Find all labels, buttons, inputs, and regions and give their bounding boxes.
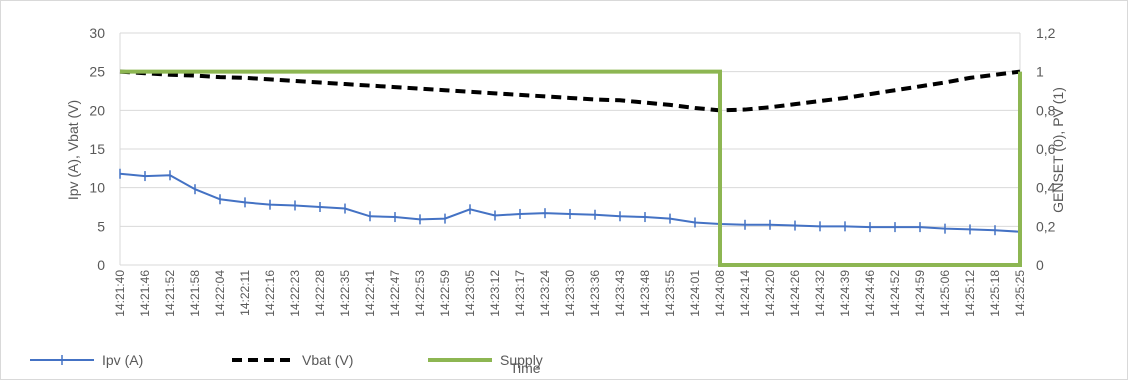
x-tick-label: 14:25:18 (988, 270, 1002, 317)
series-layer (119, 69, 1022, 267)
y-tick-label: 10 (89, 180, 105, 196)
x-tick-label: 14:24:08 (713, 270, 727, 317)
y2-tick-label: 0,4 (1036, 180, 1056, 196)
x-tick-label: 14:22:59 (438, 270, 452, 317)
x-tick-label: 14:25:12 (963, 270, 977, 317)
y2-axis-title: GENSET (0), PV (1) (1050, 87, 1066, 213)
x-tick-label: 14:25:06 (938, 270, 952, 317)
x-tick-label: 14:23:12 (488, 270, 502, 317)
x-tick-label: 14:23:55 (663, 270, 677, 317)
y-tick-label: 0 (97, 257, 105, 273)
x-tick-label: 14:25:25 (1013, 270, 1027, 317)
x-tick-label: 14:23:24 (538, 270, 552, 317)
x-tick-label: 14:22:28 (313, 270, 327, 317)
x-tick-label: 14:23:36 (588, 270, 602, 317)
y-axis-ticks: 0 5 10 15 20 25 30 (89, 25, 105, 273)
x-tick-label: 14:24:46 (863, 270, 877, 317)
legend: Ipv (A) Vbat (V) Supply (30, 352, 543, 368)
legend-item: Ipv (A) (30, 352, 143, 368)
series-line (120, 69, 1022, 267)
x-tick-label: 14:23:48 (638, 270, 652, 317)
x-tick-label: 14:21:52 (163, 270, 177, 317)
legend-item: Vbat (V) (232, 352, 353, 368)
y2-tick-label: 0 (1036, 257, 1044, 273)
x-tick-label: 14:24:14 (738, 270, 752, 317)
x-tick-label: 14:22:23 (288, 270, 302, 317)
x-tick-label: 14:23:05 (463, 270, 477, 317)
x-tick-label: 14:23:43 (613, 270, 627, 317)
x-tick-label: 14:24:26 (788, 270, 802, 317)
legend-item: Supply (428, 352, 543, 368)
y-axis-title: Ipv (A), Vbat (V) (65, 100, 81, 200)
x-tick-label: 14:22:16 (263, 270, 277, 317)
y-tick-label: 15 (89, 141, 105, 157)
x-tick-label: 14:21:40 (113, 270, 127, 317)
y2-axis-ticks: 0 0,2 0,4 0,6 0,8 1 1,2 (1036, 25, 1056, 273)
x-axis-ticks: 14:21:40 14:21:46 14:21:52 14:21:58 14:22:04… (113, 270, 1027, 317)
x-tick-label: 14:24:39 (838, 270, 852, 317)
y-tick-label: 5 (97, 218, 105, 234)
x-tick-label: 14:23:30 (563, 270, 577, 317)
y2-tick-label: 0,6 (1036, 141, 1056, 157)
x-tick-label: 14:24:52 (888, 270, 902, 317)
series-vbat-v (119, 69, 1021, 113)
y2-tick-label: 1,2 (1036, 25, 1056, 41)
x-tick-label: 14:23:17 (513, 270, 527, 317)
legend-label: Supply (500, 352, 543, 368)
y2-tick-label: 0,8 (1036, 102, 1056, 118)
x-tick-label: 14:22:04 (213, 270, 227, 317)
series-supply (120, 69, 1022, 267)
x-tick-label: 14:24:01 (688, 270, 702, 317)
y-tick-label: 20 (89, 102, 105, 118)
x-tick-label: 14:21:58 (188, 270, 202, 317)
x-tick-label: 14:22:47 (388, 270, 402, 317)
y2-tick-label: 0,2 (1036, 218, 1056, 234)
x-tick-label: 14:21:46 (138, 270, 152, 317)
x-tick-label: 14:22:11 (238, 270, 252, 316)
y-tick-label: 30 (89, 25, 105, 41)
x-tick-label: 14:22:41 (363, 270, 377, 317)
series-ipv-a (119, 168, 1021, 237)
y2-tick-label: 1 (1036, 64, 1044, 80)
x-tick-label: 14:22:35 (338, 270, 352, 317)
x-axis-title: Time (510, 360, 541, 376)
x-tick-label: 14:24:20 (763, 270, 777, 317)
x-tick-label: 14:22:53 (413, 270, 427, 317)
legend-label: Ipv (A) (102, 352, 143, 368)
y-tick-label: 25 (89, 64, 105, 80)
x-tick-label: 14:24:59 (913, 270, 927, 317)
series-line (119, 69, 1021, 113)
x-tick-label: 14:24:32 (813, 270, 827, 317)
legend-label: Vbat (V) (302, 352, 353, 368)
